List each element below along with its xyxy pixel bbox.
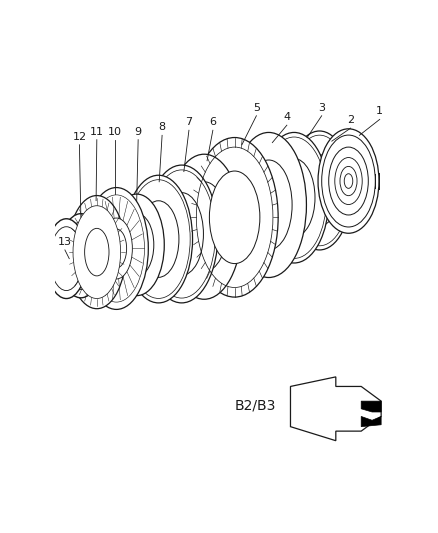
Text: 13: 13 [58,237,72,247]
Ellipse shape [209,171,260,264]
Text: 10: 10 [108,127,122,137]
Ellipse shape [259,132,329,263]
Ellipse shape [335,158,362,205]
Text: 8: 8 [159,123,166,132]
Ellipse shape [88,195,145,302]
Ellipse shape [145,165,218,303]
Text: 11: 11 [90,127,104,137]
Ellipse shape [181,182,228,272]
Ellipse shape [124,175,193,303]
Ellipse shape [160,192,203,276]
Text: B2/B3: B2/B3 [235,399,276,413]
Text: 9: 9 [134,127,142,137]
Ellipse shape [148,170,215,298]
Ellipse shape [290,135,349,246]
Ellipse shape [138,201,179,277]
Ellipse shape [127,180,190,298]
Ellipse shape [262,137,326,259]
Ellipse shape [64,222,98,289]
Ellipse shape [318,129,379,233]
Ellipse shape [288,131,351,250]
Ellipse shape [85,228,109,276]
Ellipse shape [344,174,353,188]
Ellipse shape [273,158,315,237]
Ellipse shape [166,154,242,299]
Text: 6: 6 [209,117,216,127]
Ellipse shape [59,214,102,298]
Ellipse shape [85,188,148,310]
Polygon shape [361,416,381,426]
Text: 12: 12 [72,132,86,142]
Ellipse shape [50,227,83,290]
Ellipse shape [340,166,357,196]
Ellipse shape [100,218,132,279]
Text: 7: 7 [185,117,192,127]
Text: 5: 5 [253,103,260,113]
Ellipse shape [300,155,339,226]
Ellipse shape [245,160,292,250]
Ellipse shape [46,219,87,298]
Text: 1: 1 [376,107,383,117]
Polygon shape [361,401,381,412]
Text: 4: 4 [283,112,290,122]
Ellipse shape [120,213,154,276]
Text: 3: 3 [318,103,325,113]
Ellipse shape [106,229,127,268]
Ellipse shape [231,132,307,278]
Ellipse shape [328,147,368,215]
Ellipse shape [321,135,375,227]
Ellipse shape [73,206,120,298]
Ellipse shape [68,196,126,309]
Ellipse shape [191,138,278,297]
Ellipse shape [109,194,164,296]
Text: 2: 2 [347,115,354,125]
